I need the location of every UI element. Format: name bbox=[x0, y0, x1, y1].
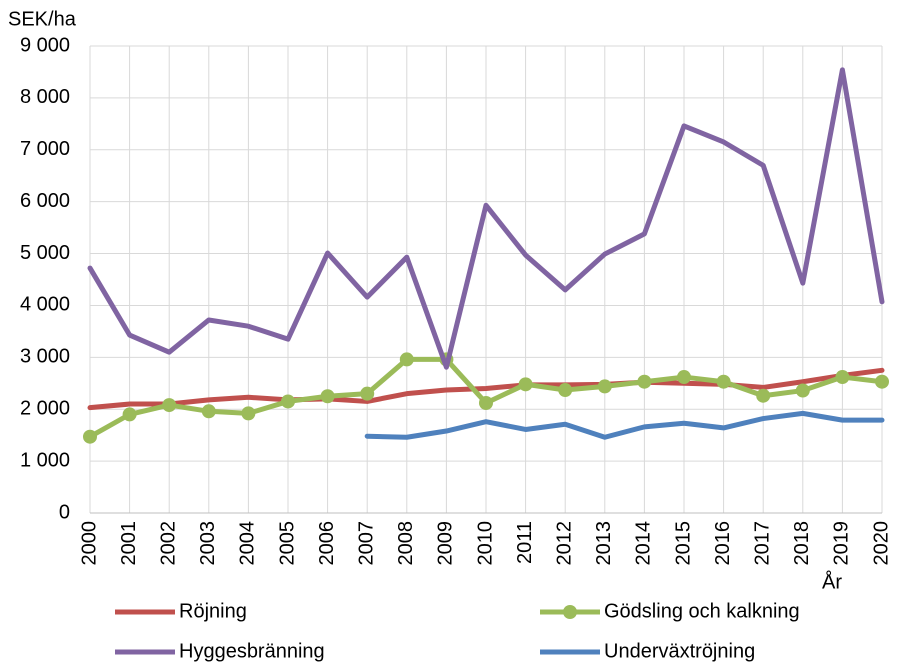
y-axis-label: SEK/ha bbox=[8, 8, 77, 30]
legend-label: Underväxtröjning bbox=[604, 640, 755, 662]
legend-label: Hyggesbränning bbox=[179, 640, 325, 662]
y-tick-label: 6 000 bbox=[20, 190, 70, 212]
x-tick-label: 2006 bbox=[316, 521, 338, 566]
y-tick-label: 8 000 bbox=[20, 86, 70, 108]
x-tick-label: 2019 bbox=[831, 521, 853, 566]
x-tick-label: 2005 bbox=[276, 521, 298, 566]
x-tick-label: 2007 bbox=[355, 521, 377, 566]
x-tick-label: 2014 bbox=[633, 521, 655, 566]
marker bbox=[122, 407, 137, 422]
x-tick-label: 2001 bbox=[118, 521, 140, 566]
x-tick-label: 2000 bbox=[78, 521, 100, 566]
marker bbox=[597, 379, 612, 394]
x-tick-label: 2008 bbox=[395, 521, 417, 566]
marker bbox=[875, 374, 889, 389]
marker bbox=[281, 394, 295, 409]
x-tick-label: 2017 bbox=[751, 521, 773, 566]
marker bbox=[677, 370, 691, 385]
legend-label: Röjning bbox=[179, 600, 247, 622]
x-axis-label: År bbox=[822, 570, 842, 593]
marker bbox=[479, 395, 493, 410]
x-tick-label: 2013 bbox=[593, 521, 615, 566]
y-tick-label: 5 000 bbox=[20, 242, 70, 264]
x-tick-label: 2010 bbox=[474, 521, 496, 566]
x-tick-label: 2009 bbox=[435, 521, 457, 566]
x-tick-label: 2015 bbox=[672, 521, 694, 566]
marker bbox=[518, 377, 533, 392]
x-tick-label: 2012 bbox=[553, 521, 575, 566]
y-tick-label: 1 000 bbox=[20, 449, 70, 471]
y-tick-label: 0 bbox=[59, 501, 70, 523]
marker bbox=[83, 429, 97, 444]
marker bbox=[558, 383, 573, 398]
y-tick-label: 7 000 bbox=[20, 138, 70, 160]
line bbox=[87, 367, 885, 411]
y-tick-label: 2 000 bbox=[20, 398, 70, 420]
x-tick-label: 2018 bbox=[791, 521, 813, 566]
line bbox=[364, 410, 885, 440]
marker bbox=[241, 406, 256, 421]
x-tick-label: 2004 bbox=[237, 521, 259, 566]
x-tick-label: 2011 bbox=[514, 521, 536, 564]
line bbox=[87, 67, 885, 370]
marker bbox=[320, 389, 335, 404]
marker bbox=[716, 374, 731, 389]
marker bbox=[835, 370, 850, 385]
x-tick-label: 2003 bbox=[197, 521, 219, 566]
x-tick-label: 2002 bbox=[157, 521, 179, 566]
marker bbox=[637, 374, 652, 389]
legend-marker bbox=[563, 605, 577, 619]
marker bbox=[201, 404, 216, 419]
marker bbox=[756, 388, 771, 403]
marker bbox=[795, 383, 810, 398]
y-tick-label: 3 000 bbox=[20, 346, 70, 368]
y-tick-label: 4 000 bbox=[20, 294, 70, 316]
legend-label: Gödsling och kalkning bbox=[604, 600, 800, 622]
y-tick-label: 9 000 bbox=[20, 34, 70, 56]
x-tick-label: 2016 bbox=[712, 521, 734, 566]
marker bbox=[360, 386, 375, 401]
x-tick-label: 2020 bbox=[870, 521, 892, 566]
marker bbox=[162, 398, 177, 413]
marker bbox=[399, 352, 414, 367]
